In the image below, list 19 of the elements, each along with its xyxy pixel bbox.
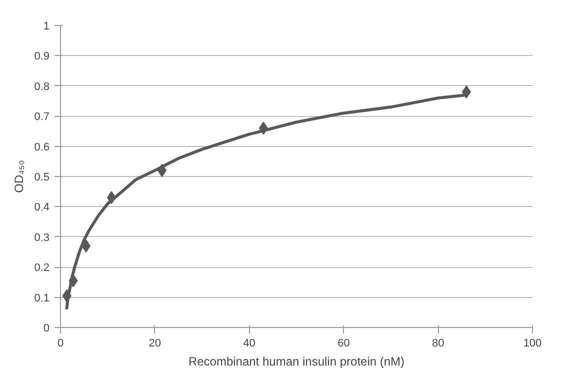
y-tick-label: 0.7 bbox=[34, 111, 50, 124]
y-tick-label: 0.9 bbox=[34, 50, 50, 63]
y-tick-label: 0.2 bbox=[34, 262, 50, 274]
y-tick-label: 0.4 bbox=[34, 202, 50, 214]
x-tick-label: 60 bbox=[338, 338, 350, 350]
x-tick-label: 20 bbox=[148, 338, 162, 350]
y-tick-label: 0.8 bbox=[34, 80, 50, 93]
y-tick-label: 0.3 bbox=[34, 232, 50, 244]
y-tick-label: 0.1 bbox=[34, 292, 50, 304]
y-axis-title: OD₄₅₀ bbox=[12, 160, 26, 193]
x-tick-label: 80 bbox=[432, 338, 444, 350]
x-tick-label: 100 bbox=[523, 338, 542, 350]
y-tick-label: 0 bbox=[43, 322, 50, 334]
y-tick-label: 0.6 bbox=[34, 141, 50, 154]
y-tick-label: 0.5 bbox=[34, 172, 50, 184]
y-tick-label: 1 bbox=[43, 20, 50, 32]
x-axis-title: Recombinant human insulin protein (nM) bbox=[188, 354, 405, 368]
x-tick-label: 0 bbox=[57, 338, 64, 350]
x-tick-label: 40 bbox=[243, 338, 256, 350]
